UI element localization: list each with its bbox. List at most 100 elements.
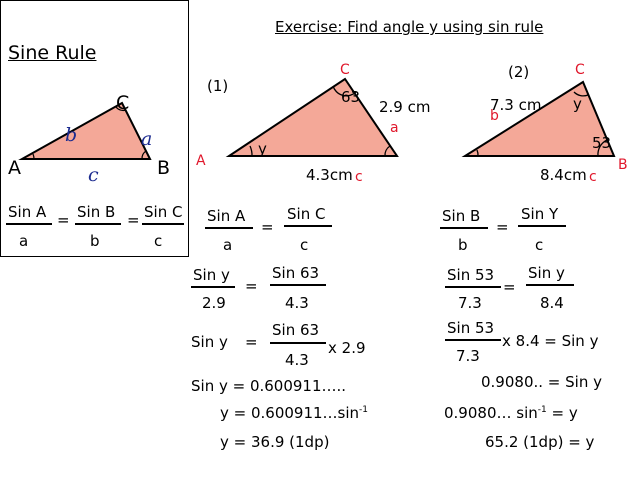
ex2-s5-pre: 0.9080… [444,404,512,422]
ex1-angle-c: 63 [341,88,361,106]
ex2-s2-bar-left [445,286,501,288]
ex1-length-c: 4.3cm [306,166,353,184]
formula-bar-b [75,223,121,225]
generic-triangle [18,101,152,160]
ex2-side-c: c [589,169,597,185]
ex1-s2-den-left: 2.9 [202,294,226,312]
formula-den-b: b [90,232,100,250]
ex2-s1-num-right: Sin Y [521,205,559,223]
ex2-s6: 65.2 (1dp) = y [485,433,595,451]
triangle-1-angle-c-arc [332,85,357,97]
ex2-s3-num: Sin 53 [447,319,495,337]
ex1-s2-bar-left [191,286,235,288]
generic-vertex-a: A [8,157,21,179]
triangle-1-angle-y-arc [249,145,253,157]
ex2-angle-y: y [573,95,582,113]
ex2-s1-eq: = [496,218,509,236]
ex2-side-b: b [490,108,499,124]
formula-den-c: c [154,232,163,250]
ex2-s2-den-right: 8.4 [540,294,564,312]
ex2-s1-bar-left [440,227,488,229]
generic-side-a: a [141,128,153,150]
generic-side-b: b [65,124,78,146]
generic-side-c: c [88,164,99,186]
angle-arc-b [141,150,147,160]
ex1-side-a: a [390,120,399,136]
triangle-1-angle-b-arc [384,145,391,157]
triangle-2-angle-a-arc [476,149,479,157]
ex2-s3-bar [445,339,501,341]
ex1-s1-den-left: a [223,236,233,254]
ex1-s1-eq: = [261,218,274,236]
ex2-s5: 0.9080… sin-1 = y [444,404,578,422]
ex1-s1-den-right: c [300,236,309,254]
ex1-s5-text: y = 0.600911…sin [220,404,360,422]
ex1-s3-mult: x 2.9 [328,339,366,357]
ex1-s3-num: Sin 63 [272,321,320,339]
ex2-s2-den-left: 7.3 [458,294,482,312]
ex1-vertex-c: C [340,62,350,78]
ex1-s5: y = 0.600911…sin-1 [220,404,368,422]
ex1-s2-num-right: Sin 63 [272,264,320,282]
ex2-s1-num-left: Sin B [442,207,481,225]
ex1-angle-y: y [258,140,267,158]
ex2-s2-eq: = [503,278,516,296]
sine-rule-heading: Sine Rule [8,42,97,64]
ex1-s2-eq: = [245,277,258,295]
ex1-s1-num-left: Sin A [207,207,246,225]
ex2-s1-bar-right [518,225,566,227]
exercise-title: Exercise: Find angle y using sin rule [275,18,544,36]
ex1-s2-bar-right [270,284,326,286]
ex2-s2-num-right: Sin y [528,264,565,282]
ex1-s5-sup: -1 [359,405,369,415]
ex1-vertex-a: A [196,153,206,169]
ex2-vertex-c: C [575,62,585,78]
ex2-angle-b: 53 [592,134,612,152]
formula-bar-c [142,223,184,225]
formula-num-b: Sin B [77,203,116,221]
angle-arc-c [115,106,127,112]
ex1-s1-num-right: Sin C [287,205,326,223]
ex1-s6: y = 36.9 (1dp) [220,433,330,451]
ex2-vertex-b: B [618,157,628,173]
ex2-s5-sin: sin [516,404,538,422]
triangle-2-angle-y-arc [573,91,589,97]
angle-arc-a [32,153,35,160]
ex2-s3-den: 7.3 [456,347,480,365]
ex2-s1-den-right: c [535,236,544,254]
ex1-s3-den: 4.3 [285,351,309,369]
ex1-s2-den-right: 4.3 [285,294,309,312]
ex2-s4: 0.9080.. = Sin y [481,373,602,391]
ex2-s5-sup: -1 [537,405,547,415]
ex1-s3-bar [270,342,326,344]
triangle-2-angle-b-arc [597,139,608,157]
ex2-s2-bar-right [526,284,574,286]
ex2-length-c: 8.4cm [540,166,587,184]
ex2-s2-num-left: Sin 53 [447,266,495,284]
exercise-2-number: (2) [508,63,530,81]
ex1-s1-bar-left [205,227,253,229]
triangle-1 [225,77,399,157]
ex2-s1-den-left: b [458,236,468,254]
ex1-length-a: 2.9 cm [379,98,431,116]
exercise-1-number: (1) [207,77,229,95]
ex1-s3-eq: = [245,333,258,351]
ex1-s1-bar-right [284,225,332,227]
ex2-length-b: 7.3 cm [490,96,542,114]
ex2-s3-tail: x 8.4 = Sin y [502,332,599,350]
ex1-s2-num-left: Sin y [193,266,230,284]
formula-den-a: a [19,232,29,250]
formula-eq-2: = [127,211,140,229]
ex1-s4: Sin y = 0.600911….. [191,377,347,395]
ex1-s3-lhs: Sin y [191,333,228,351]
formula-eq-1: = [57,211,70,229]
generic-vertex-b: B [157,157,171,179]
ex2-s5-post: = y [551,404,578,422]
triangle-2 [461,80,616,157]
ex1-side-c: c [355,169,363,185]
generic-vertex-c: C [116,92,130,114]
formula-bar-a [6,223,52,225]
formula-num-c: Sin C [144,203,183,221]
sine-rule-panel-border [0,0,189,257]
